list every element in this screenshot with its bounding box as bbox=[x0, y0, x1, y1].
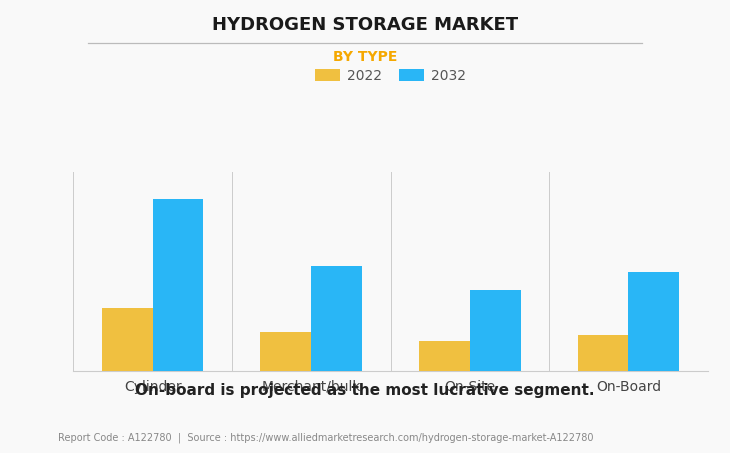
Text: HYDROGEN STORAGE MARKET: HYDROGEN STORAGE MARKET bbox=[212, 16, 518, 34]
Text: Report Code : A122780  |  Source : https://www.alliedmarketresearch.com/hydrogen: Report Code : A122780 | Source : https:/… bbox=[58, 433, 594, 443]
Bar bbox=[470, 290, 520, 371]
Legend: 2022, 2032: 2022, 2032 bbox=[310, 63, 472, 89]
Bar bbox=[311, 266, 362, 371]
Bar bbox=[261, 332, 311, 371]
Bar bbox=[102, 308, 153, 371]
Bar bbox=[419, 341, 470, 371]
Bar bbox=[577, 335, 629, 371]
Bar bbox=[629, 272, 679, 371]
Text: BY TYPE: BY TYPE bbox=[333, 50, 397, 64]
Text: On-board is projected as the most lucrative segment.: On-board is projected as the most lucrat… bbox=[135, 383, 595, 398]
Bar bbox=[153, 199, 204, 371]
